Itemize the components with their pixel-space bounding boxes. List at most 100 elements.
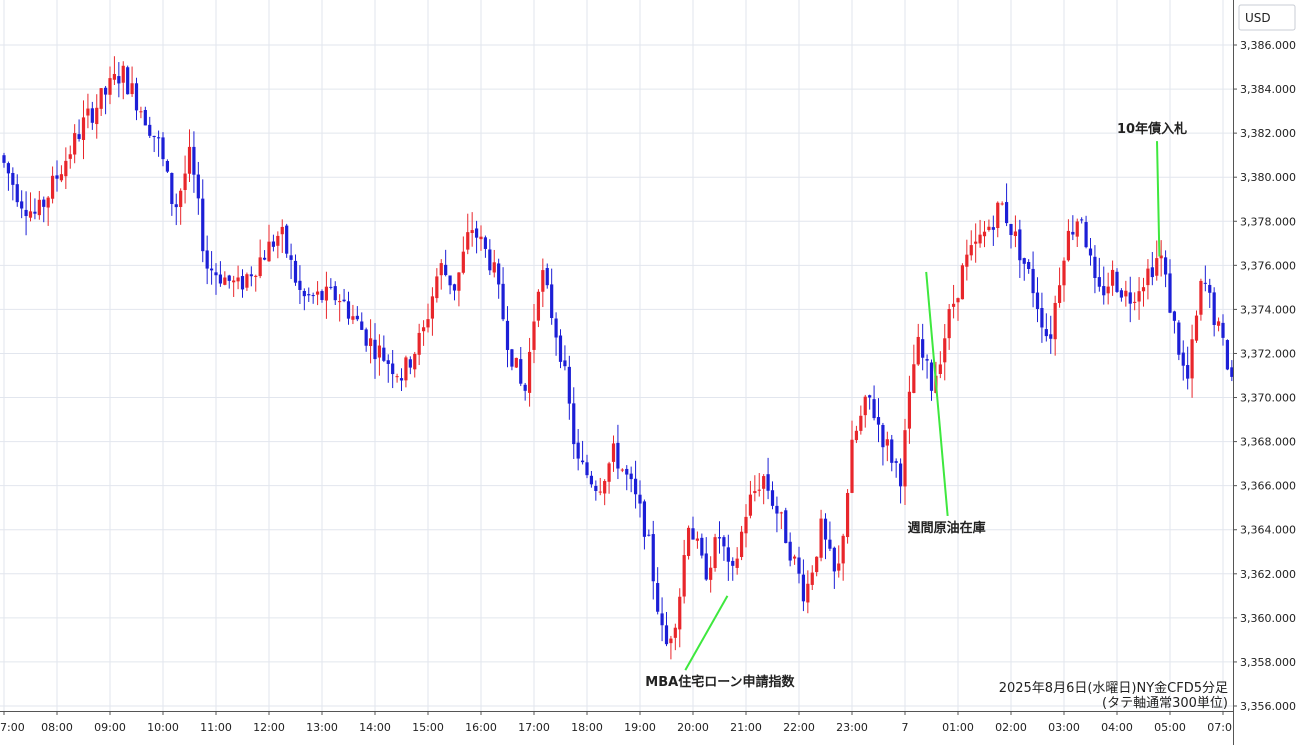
candle-down — [1088, 248, 1093, 256]
candle-down — [890, 439, 894, 463]
candle-up — [669, 638, 673, 644]
candle-up — [430, 296, 435, 319]
candle-down — [33, 211, 37, 214]
candle-up — [969, 245, 973, 256]
candle-up — [421, 327, 426, 332]
candle-up — [466, 232, 470, 250]
candle-up — [324, 286, 329, 301]
candle-down — [1102, 286, 1106, 296]
candle-up — [951, 303, 956, 307]
candle-down — [1080, 219, 1084, 221]
candle-down — [346, 301, 351, 319]
candle-up — [254, 275, 258, 277]
candle-down — [311, 295, 315, 297]
y-tick-label: 3,384.000 — [1240, 83, 1296, 96]
candle-up — [37, 199, 41, 216]
candle-up — [907, 391, 912, 429]
candle-down — [704, 553, 708, 580]
annotation-line — [684, 595, 729, 671]
candle-up — [457, 272, 461, 291]
candle-down — [1031, 268, 1035, 294]
candle-up — [859, 415, 863, 431]
candle-up — [1199, 280, 1203, 315]
candle-down — [1119, 290, 1124, 298]
candle-up — [1141, 287, 1146, 292]
candle-up — [1194, 315, 1199, 341]
candle-up — [1053, 302, 1057, 340]
currency-box — [1238, 4, 1296, 31]
candle-up — [982, 231, 987, 237]
candle-down — [391, 363, 395, 375]
candle-down — [505, 320, 510, 350]
candle-down — [1027, 262, 1031, 269]
candle-up — [470, 230, 474, 234]
candle-down — [801, 574, 806, 602]
candle-down — [6, 163, 11, 174]
candle-up — [492, 262, 496, 273]
candle-up — [607, 463, 611, 482]
candle-up — [709, 567, 713, 580]
candle-up — [1124, 290, 1128, 297]
candle-up — [748, 494, 753, 516]
candle-down — [1212, 292, 1216, 325]
x-axis-panel — [0, 711, 1233, 745]
candle-up — [819, 518, 823, 558]
y-tick-label: 3,368.000 — [1240, 436, 1296, 449]
x-tick-label: 19:00 — [624, 721, 656, 734]
annotation-label: MBA住宅ローン申請指数 — [645, 674, 795, 690]
candle-up — [64, 160, 68, 177]
candle-down — [364, 329, 368, 346]
candle-down — [1004, 202, 1009, 224]
x-tick-label: 02:00 — [995, 721, 1027, 734]
candle-up — [183, 173, 187, 191]
candle-up — [916, 336, 920, 365]
candle-down — [373, 339, 377, 360]
candle-down — [872, 399, 876, 419]
candle-up — [757, 489, 761, 491]
candle-up — [46, 197, 50, 208]
candle-down — [726, 547, 730, 562]
candle-down — [408, 359, 412, 368]
candle-down — [1093, 256, 1097, 278]
candle-up — [1110, 269, 1115, 286]
y-tick-label: 3,380.000 — [1240, 171, 1296, 184]
candle-down — [249, 274, 253, 277]
candle-up — [1159, 255, 1163, 259]
x-tick-label: 12:00 — [253, 721, 285, 734]
candle-down — [664, 625, 669, 645]
candle-down — [240, 276, 245, 290]
candle-down — [448, 275, 452, 286]
candle-down — [925, 359, 929, 361]
candle-down — [15, 184, 19, 203]
candle-up — [845, 492, 850, 538]
candle-up — [735, 558, 739, 568]
candle-down — [642, 501, 647, 537]
candle-down — [214, 272, 218, 276]
candle-down — [1177, 322, 1181, 355]
candle-up — [938, 364, 942, 374]
x-tick-label: 08:00 — [41, 721, 73, 734]
candle-down — [1208, 284, 1212, 293]
candle-up — [99, 88, 103, 109]
candle-up — [112, 73, 117, 80]
candle-up — [841, 535, 845, 564]
x-tick-label: 21:00 — [730, 721, 762, 734]
candle-down — [651, 534, 655, 582]
candle-down — [510, 349, 514, 367]
candle-down — [1181, 352, 1185, 366]
candle-up — [280, 226, 284, 235]
candle-down — [647, 534, 651, 536]
candle-down — [24, 209, 28, 217]
candle-down — [691, 528, 695, 540]
candle-up — [1155, 258, 1159, 276]
event-annotations: MBA住宅ローン申請指数 週間原油在庫 10年債入札 — [645, 121, 1187, 690]
candle-down — [1097, 277, 1101, 287]
candle-up — [223, 277, 227, 285]
candle-down — [589, 475, 594, 485]
candle-up — [854, 430, 859, 441]
candle-down — [161, 137, 165, 160]
x-tick-label: 16:00 — [465, 721, 497, 734]
candle-down — [293, 260, 298, 283]
candle-down — [77, 134, 81, 139]
x-tick-label: 20:00 — [677, 721, 709, 734]
